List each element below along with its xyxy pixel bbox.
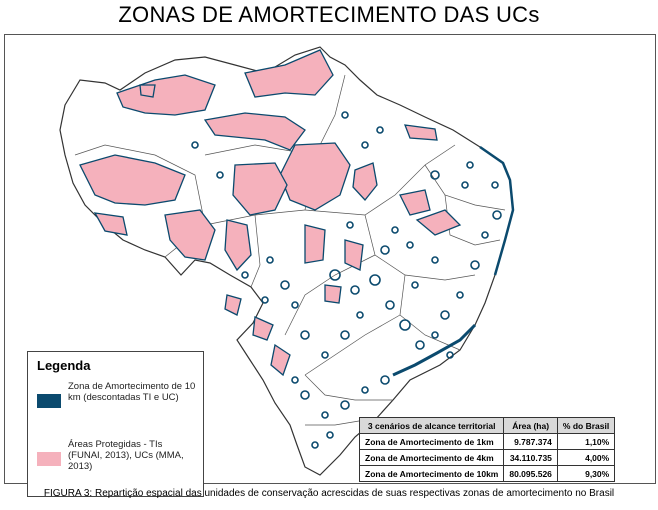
table-row: Zona de Amortecimento de 1km 9.787.374 1…: [358, 433, 616, 450]
row-percent: 9,30%: [556, 465, 616, 482]
row-scenario: Zona de Amortecimento de 10km: [358, 465, 505, 482]
state-borders: [74, 74, 506, 426]
header-area: Área (ha): [503, 417, 558, 434]
brazil-outline: [59, 46, 514, 476]
buffer-zone-label: Zona de Amortecimento de 10 km (desconta…: [68, 381, 196, 403]
table-row: Zona de Amortecimento de 10km 80.095.526…: [358, 465, 616, 482]
header-percent: % do Brasil: [556, 417, 616, 434]
row-area: 9.787.374: [503, 433, 558, 450]
row-percent: 4,00%: [556, 449, 616, 466]
table-header-row: 3 cenários de alcance territorial Área (…: [358, 417, 616, 434]
protected-area-label: Áreas Protegidas - TIs (FUNAI, 2013), UC…: [68, 439, 184, 472]
figure-caption: FIGURA 3: Repartição espacial das unidad…: [43, 488, 615, 499]
row-percent: 1,10%: [556, 433, 616, 450]
row-scenario: Zona de Amortecimento de 4km: [358, 449, 505, 466]
row-area: 34.110.735: [503, 449, 558, 466]
map-frame: Legenda Zona de Amortecimento de 10 km (…: [4, 34, 656, 497]
legend-box: Legenda Zona de Amortecimento de 10 km (…: [27, 351, 204, 497]
row-scenario: Zona de Amortecimento de 1km: [358, 433, 505, 450]
buffer-zones: [191, 111, 502, 449]
map-title: ZONAS DE AMORTECIMENTO DAS UCs: [118, 2, 540, 27]
protected-area-swatch: [37, 452, 61, 466]
scenario-table: 3 cenários de alcance territorial Área (…: [358, 417, 616, 482]
header-scenario: 3 cenários de alcance territorial: [358, 417, 505, 434]
coastal-buffer: [392, 323, 477, 377]
northeast-coast-buffer: [479, 145, 515, 276]
table-row: Zona de Amortecimento de 4km 34.110.735 …: [358, 449, 616, 466]
legend-title: Legenda: [37, 358, 91, 373]
row-area: 80.095.526: [503, 465, 558, 482]
brazil-map: [59, 46, 515, 476]
buffer-zone-swatch: [37, 394, 61, 408]
protected-areas: [79, 49, 462, 377]
